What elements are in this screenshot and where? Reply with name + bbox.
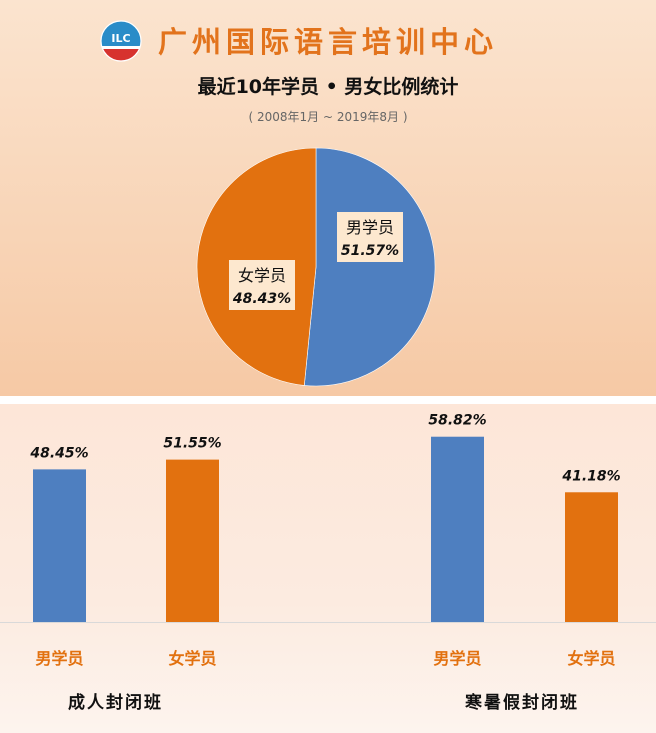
bar-value-adult-female: 51.55%	[163, 436, 221, 452]
bar-panel	[0, 404, 656, 733]
bar-value-adult-male: 48.45%	[29, 445, 88, 461]
pie-label-box-male	[337, 212, 403, 262]
bar-adult-male	[33, 469, 86, 622]
panel-divider	[0, 396, 656, 404]
category-label-holiday-female: 女学员	[567, 649, 615, 668]
pie-slice-male	[303, 147, 436, 387]
organization-name: 广州国际语言培训中心	[158, 25, 499, 59]
bar-holiday-female	[565, 492, 618, 622]
pie-value-female: 48.43%	[232, 291, 291, 307]
bar-value-holiday-male: 58.82%	[428, 413, 486, 429]
category-label-holiday-male: 男学员	[433, 649, 481, 668]
pie-chart: 男学员 51.57% 女学员 48.43%	[196, 147, 436, 387]
bar-adult-female	[166, 459, 219, 622]
pie-chart-title: 最近10年学员 • 男女比例统计	[197, 76, 459, 98]
pie-value-male: 51.57%	[341, 243, 399, 259]
group-label-adult-closed-class: 成人封闭班	[68, 693, 163, 713]
bar-holiday-male	[431, 436, 484, 622]
pie-label-box-female	[229, 260, 295, 310]
bar-chart: 48.45% 男学员 51.55% 女学员 58.82% 男学员 41.18% 女学员	[0, 413, 656, 668]
svg-text:ILC: ILC	[111, 32, 130, 45]
pie-chart-subtitle: ( 2008年1月 ~ 2019年8月 )	[248, 110, 408, 124]
category-label-adult-female: 女学员	[168, 649, 216, 668]
group-label-holiday-closed-class: 寒暑假封闭班	[465, 693, 579, 713]
pie-label-male: 男学员	[346, 218, 394, 237]
bar-value-holiday-female: 41.18%	[561, 468, 620, 484]
category-label-adult-male: 男学员	[35, 649, 83, 668]
pie-label-female: 女学员	[238, 266, 286, 285]
ilc-logo-icon: ILC	[100, 20, 142, 62]
